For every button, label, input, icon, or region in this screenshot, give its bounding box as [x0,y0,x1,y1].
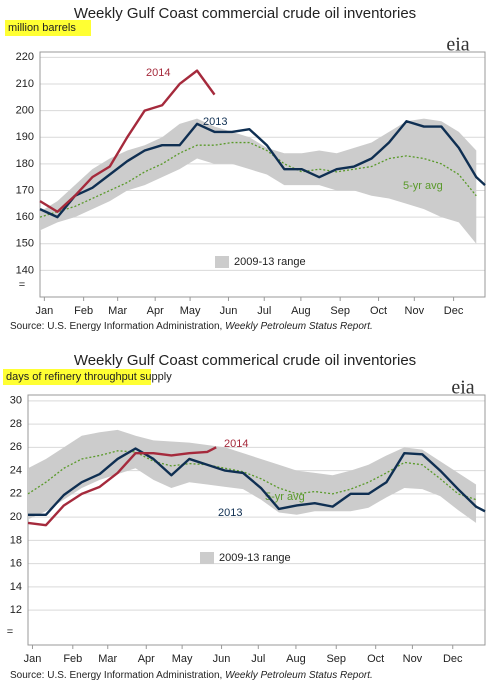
y-tick-label: 12 [10,604,22,616]
source-italic: Weekly Petroleum Status Report. [225,321,373,332]
logo: eia [446,34,469,56]
y-tick-label: 200 [16,104,34,116]
y-tick-label: 24 [10,464,22,476]
x-tick-label: Nov [405,305,425,317]
legend-label: 2009-13 range [219,552,291,564]
series-line [39,69,216,213]
x-tick-label: Jul [257,305,271,317]
x-tick-label: Jan [35,305,53,317]
x-tick-label: Oct [367,653,384,665]
x-tick-label: Dec [444,305,464,317]
y-tick-label: 18 [10,534,22,546]
x-tick-label: Mar [108,305,127,317]
x-tick-label: May [180,305,201,317]
x-tick-label: Dec [443,653,463,665]
legend-label: 2009-13 range [234,256,306,268]
x-tick-label: Sep [326,653,346,665]
x-tick-label: Feb [74,305,93,317]
y-label-highlight [5,20,91,36]
x-tick-label: Apr [138,653,155,665]
y-tick-label: 190 [16,131,34,143]
x-tick-label: Apr [147,305,164,317]
series-line [27,446,217,527]
y-tick-label: 140 [16,264,34,276]
y-tick-label: 22 [10,488,22,500]
x-tick-label: Jun [213,653,231,665]
y-tick-label: 26 [10,441,22,453]
source-italic: Weekly Petroleum Status Report. [225,670,373,681]
series-line [39,120,486,219]
x-tick-label: Feb [63,653,82,665]
y-tick-label: 150 [16,238,34,250]
series-label: 2014 [224,438,248,450]
y-label-highlight [3,369,151,385]
logo: eia [451,377,474,399]
y-tick-label: 180 [16,158,34,170]
series-label: 2014 [146,67,170,79]
chart: Weekly Gulf Coast commerical crude oil i… [3,352,486,681]
source: Source: U.S. Energy Information Administ… [10,321,373,332]
x-tick-label: Mar [98,653,117,665]
y-tick-label: 28 [10,418,22,430]
y-tick-label: 30 [10,395,22,407]
y-tick-label: 20 [10,511,22,523]
plot-frame [39,51,486,298]
source-text: Source: U.S. Energy Information Administ… [10,321,225,332]
y-tick-label: 170 [16,184,34,196]
y-tick-label: 14 [10,581,22,593]
axis-break: = [19,279,25,291]
x-tick-label: Jan [24,653,42,665]
x-tick-label: Sep [330,305,350,317]
plot-frame [27,394,486,646]
y-tick-label: 160 [16,211,34,223]
y-tick-label: 220 [16,51,34,63]
x-tick-label: Aug [291,305,311,317]
y-axis-label: million barrels [8,22,76,34]
chart-title: Weekly Gulf Coast commerical crude oil i… [74,352,416,369]
chart: Weekly Gulf Coast commercial crude oil i… [5,5,486,332]
legend-swatch [200,552,214,564]
y-tick-label: 210 [16,78,34,90]
series-label: 5-yr avg [265,491,305,503]
x-tick-label: Jul [251,653,265,665]
source-text: Source: U.S. Energy Information Administ… [10,670,225,681]
series-line [27,450,477,501]
axis-break: = [7,626,13,638]
legend-swatch [215,256,229,268]
y-tick-label: 16 [10,558,22,570]
series-line [28,447,486,516]
series-label: 2013 [218,507,242,519]
series-label: 5-yr avg [403,180,443,192]
y-axis-label: days of refinery throughput supply [6,371,172,383]
source: Source: U.S. Energy Information Administ… [10,670,373,681]
series-label: 2013 [203,116,227,128]
x-tick-label: Nov [403,653,423,665]
chart-title: Weekly Gulf Coast commercial crude oil i… [74,5,416,22]
x-tick-label: Oct [370,305,387,317]
x-tick-label: May [172,653,193,665]
x-tick-label: Jun [220,305,238,317]
x-tick-label: Aug [286,653,306,665]
